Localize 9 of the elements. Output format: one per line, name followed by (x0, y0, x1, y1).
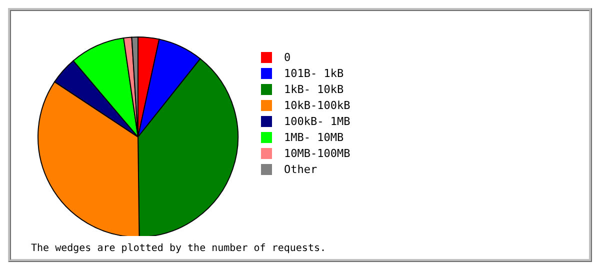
legend-label: Other (284, 162, 318, 176)
legend-label: 101B- 1kB (284, 66, 344, 80)
legend-label: 0 (284, 50, 291, 64)
legend-label: 10MB-100MB (284, 146, 350, 160)
legend-label: 1MB- 10MB (284, 130, 344, 144)
legend-label: 1kB- 10kB (284, 82, 344, 96)
text: The wedges are plotted by the number of requests. (31, 243, 326, 254)
legend-label: 10kB-100kB (284, 98, 350, 112)
legend-label: 100kB- 1MB (284, 114, 350, 128)
